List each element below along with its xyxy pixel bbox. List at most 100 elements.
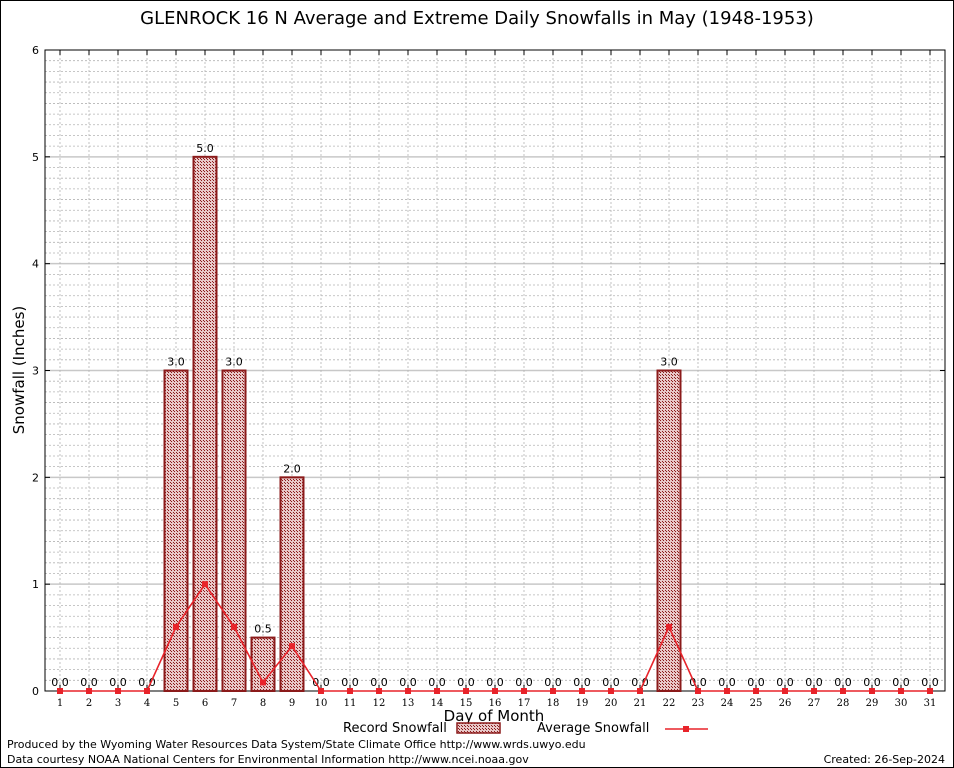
x-tick-label: 30 xyxy=(895,698,908,709)
x-tick-label: 24 xyxy=(721,698,734,709)
bar-value-label: 3.0 xyxy=(660,356,678,369)
bar-value-label: 0.0 xyxy=(631,676,649,689)
average-point xyxy=(86,688,92,694)
record-bars xyxy=(163,155,682,693)
y-tick-label: 0 xyxy=(32,685,39,698)
x-tick-label: 17 xyxy=(518,698,531,709)
y-tick-label: 1 xyxy=(32,578,39,591)
average-point xyxy=(463,688,469,694)
bar-value-label: 0.0 xyxy=(399,676,417,689)
y-axis-ticks: 0 1 2 3 4 5 6 xyxy=(32,44,945,698)
record-bar xyxy=(250,636,276,692)
x-tick-label: 22 xyxy=(663,698,676,709)
bar-value-label: 0.0 xyxy=(109,676,127,689)
bar-value-label: 3.0 xyxy=(225,356,243,369)
x-tick-label: 10 xyxy=(315,698,328,709)
average-point xyxy=(347,688,353,694)
bar-value-label: 0.0 xyxy=(486,676,504,689)
x-tick-label: 25 xyxy=(750,698,763,709)
average-point xyxy=(260,679,266,686)
legend xyxy=(456,722,708,734)
record-bar xyxy=(221,369,247,692)
bar-value-label: 0.0 xyxy=(51,676,69,689)
x-tick-label: 4 xyxy=(144,698,150,709)
bar-value-label: 0.0 xyxy=(544,676,562,689)
x-tick-label: 28 xyxy=(837,698,850,709)
x-tick-label: 16 xyxy=(489,698,502,709)
bar-value-label: 0.0 xyxy=(80,676,98,689)
average-point xyxy=(144,688,150,694)
x-tick-label: 13 xyxy=(402,698,415,709)
x-tick-label: 31 xyxy=(924,698,937,709)
bar-value-label: 0.0 xyxy=(776,676,794,689)
average-point xyxy=(782,688,788,694)
y-tick-label: 4 xyxy=(32,258,39,271)
record-bar xyxy=(192,155,218,693)
bar-value-label: 0.0 xyxy=(805,676,823,689)
footer-created-date: Created: 26-Sep-2024 xyxy=(823,753,945,766)
x-tick-label: 23 xyxy=(692,698,705,709)
bar-value-label: 0.0 xyxy=(428,676,446,689)
average-point xyxy=(637,688,643,694)
average-point xyxy=(869,688,875,694)
bar-value-label: 5.0 xyxy=(196,142,214,155)
average-point xyxy=(231,623,237,630)
x-tick-label: 2 xyxy=(86,698,92,709)
average-point xyxy=(666,623,672,630)
average-point xyxy=(840,688,846,694)
x-tick-label: 19 xyxy=(576,698,589,709)
legend-average-label: Average Snowfall xyxy=(537,721,650,736)
bar-value-label: 0.0 xyxy=(689,676,707,689)
bar-value-label: 0.5 xyxy=(254,623,272,636)
x-tick-label: 6 xyxy=(202,698,208,709)
bar-value-label: 0.0 xyxy=(457,676,475,689)
legend-record-swatch xyxy=(456,722,501,734)
bar-value-label: 0.0 xyxy=(602,676,620,689)
bar-value-label: 0.0 xyxy=(312,676,330,689)
x-tick-label: 12 xyxy=(373,698,386,709)
footer-data-courtesy: Data courtesy NOAA National Centers for … xyxy=(7,753,529,766)
x-tick-label: 18 xyxy=(547,698,560,709)
bar-value-label: 0.0 xyxy=(892,676,910,689)
average-point xyxy=(57,688,63,694)
y-tick-label: 2 xyxy=(32,471,39,484)
average-point xyxy=(898,688,904,694)
bar-value-label: 0.0 xyxy=(718,676,736,689)
average-point xyxy=(753,688,759,694)
x-tick-label: 3 xyxy=(115,698,121,709)
footer-produced-by: Produced by the Wyoming Water Resources … xyxy=(7,738,586,751)
average-point xyxy=(724,688,730,694)
x-tick-label: 29 xyxy=(866,698,879,709)
average-point xyxy=(115,688,121,694)
x-tick-label: 1 xyxy=(57,698,63,709)
record-bar xyxy=(656,369,682,692)
average-line xyxy=(57,581,933,694)
bar-value-label: 0.0 xyxy=(370,676,388,689)
average-point xyxy=(202,581,208,588)
bar-value-label: 0.0 xyxy=(863,676,881,689)
average-point xyxy=(695,688,701,694)
x-tick-label: 15 xyxy=(460,698,473,709)
bar-value-label: 0.0 xyxy=(921,676,939,689)
average-point xyxy=(376,688,382,694)
average-point xyxy=(492,688,498,694)
y-tick-label: 6 xyxy=(32,44,39,57)
x-tick-label: 21 xyxy=(634,698,647,709)
x-tick-label: 14 xyxy=(431,698,444,709)
y-axis-label: Snowfall (Inches) xyxy=(10,306,28,434)
x-tick-label: 11 xyxy=(344,698,357,709)
average-point xyxy=(405,688,411,694)
bar-value-label: 0.0 xyxy=(341,676,359,689)
record-bar xyxy=(279,476,305,693)
bar-value-label: 2.0 xyxy=(283,462,301,475)
average-point xyxy=(927,688,933,694)
record-bar xyxy=(163,369,189,692)
average-point xyxy=(811,688,817,694)
bar-value-label: 0.0 xyxy=(834,676,852,689)
y-tick-label: 5 xyxy=(32,151,39,164)
average-point xyxy=(289,643,295,650)
legend-average-marker xyxy=(683,726,689,732)
x-axis-label: Day of Month xyxy=(444,707,545,725)
bar-value-labels: 0.0 0.0 0.0 0.0 3.0 5.0 3.0 0.5 2.0 0.0 0.0 0.0 0.0 0… xyxy=(51,142,939,689)
